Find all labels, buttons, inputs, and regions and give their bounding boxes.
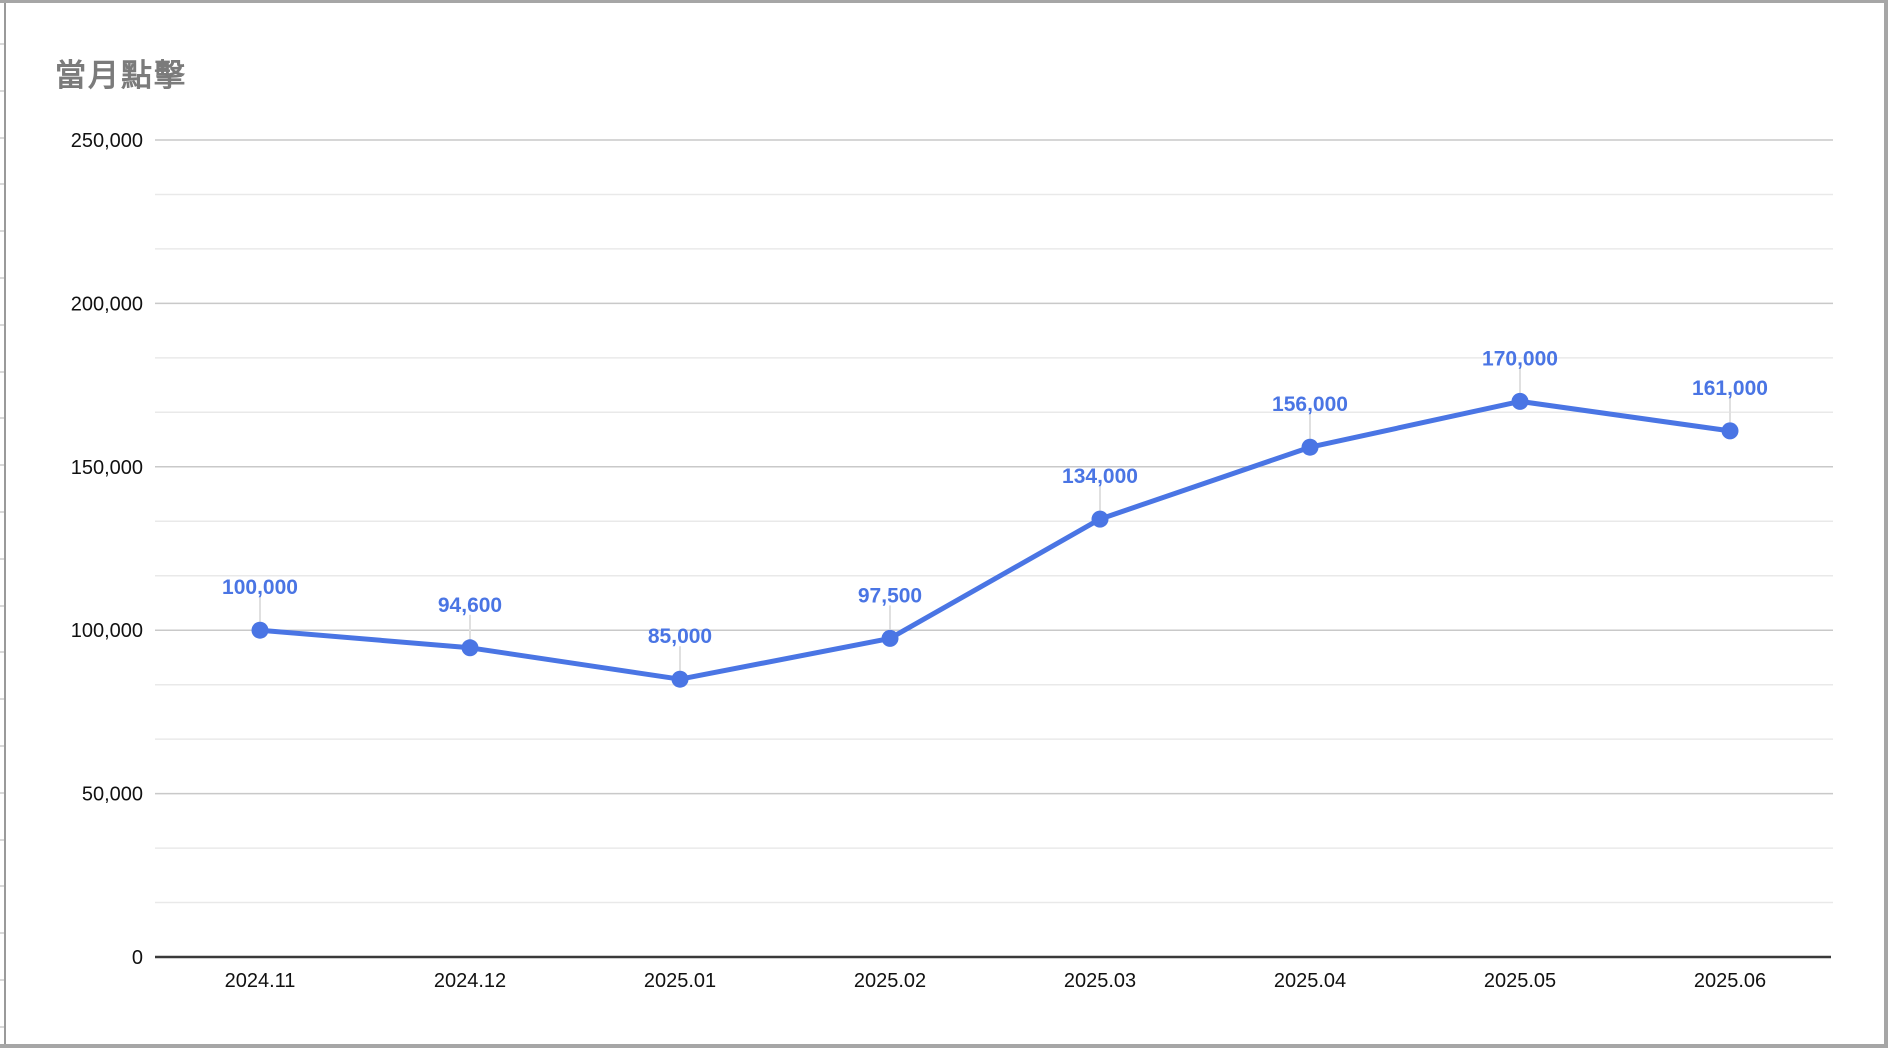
- sheet-gridline-tick: [0, 792, 4, 794]
- x-axis-label: 2025.03: [1064, 970, 1136, 992]
- data-label: 156,000: [1272, 393, 1348, 416]
- data-label: 85,000: [648, 625, 712, 648]
- sheet-gridline-tick: [0, 885, 4, 887]
- data-point[interactable]: [1301, 438, 1319, 456]
- window-border-left: [4, 3, 6, 1044]
- sheet-gridline-tick: [0, 371, 4, 373]
- sheet-gridline-tick: [0, 230, 4, 232]
- data-point[interactable]: [461, 639, 479, 657]
- data-point[interactable]: [1091, 510, 1109, 528]
- sheet-gridline-tick: [0, 417, 4, 419]
- window-border-right: [1884, 0, 1888, 1048]
- x-axis-label: 2025.05: [1484, 970, 1556, 992]
- y-axis-tick-label: 150,000: [71, 457, 143, 479]
- x-axis-label: 2025.04: [1274, 970, 1346, 992]
- y-axis-tick-label: 200,000: [71, 293, 143, 315]
- data-point[interactable]: [671, 670, 689, 688]
- sheet-gridline-tick: [0, 183, 4, 185]
- data-label: 94,600: [438, 594, 502, 617]
- x-axis-label: 2024.11: [225, 970, 296, 992]
- data-label: 161,000: [1692, 377, 1768, 400]
- data-label: 170,000: [1482, 347, 1558, 370]
- data-label: 134,000: [1062, 465, 1138, 488]
- x-axis-label: 2025.06: [1694, 970, 1766, 992]
- sheet-gridline-tick: [0, 839, 4, 841]
- sheet-gridline-tick: [0, 324, 4, 326]
- sheet-gridline-tick: [0, 558, 4, 560]
- window-border-top: [0, 0, 1888, 3]
- sheet-gridline-tick: [0, 932, 4, 934]
- sheet-gridline-tick: [0, 277, 4, 279]
- data-label: 97,500: [858, 584, 922, 607]
- sheet-gridline-tick: [0, 43, 4, 45]
- sheet-gridline-tick: [0, 698, 4, 700]
- y-axis-tick-label: 50,000: [82, 784, 143, 806]
- data-label: 100,000: [222, 576, 298, 599]
- sheet-gridline-sliver: [0, 3, 4, 1044]
- sheet-gridline-tick: [0, 1026, 4, 1028]
- data-point[interactable]: [1511, 392, 1529, 410]
- x-axis-label: 2025.02: [854, 970, 926, 992]
- data-point[interactable]: [1721, 422, 1739, 440]
- sheet-gridline-tick: [0, 464, 4, 466]
- data-point[interactable]: [881, 629, 899, 647]
- sheet-gridline-tick: [0, 511, 4, 513]
- x-axis-label: 2025.01: [644, 970, 716, 992]
- y-axis-tick-label: 0: [132, 947, 143, 969]
- sheet-gridline-tick: [0, 605, 4, 607]
- y-axis-tick-label: 250,000: [71, 130, 143, 152]
- data-point[interactable]: [251, 621, 269, 639]
- sheet-gridline-tick: [0, 745, 4, 747]
- sheet-gridline-tick: [0, 137, 4, 139]
- window-border-bottom: [0, 1044, 1888, 1048]
- sheet-gridline-tick: [0, 651, 4, 653]
- y-axis-tick-label: 100,000: [71, 620, 143, 642]
- chart-title: 當月點擊: [55, 58, 187, 93]
- sheet-gridline-tick: [0, 90, 4, 92]
- x-axis-label: 2024.12: [434, 970, 506, 992]
- sheet-gridline-tick: [0, 979, 4, 981]
- series-line[interactable]: [257, 398, 1733, 682]
